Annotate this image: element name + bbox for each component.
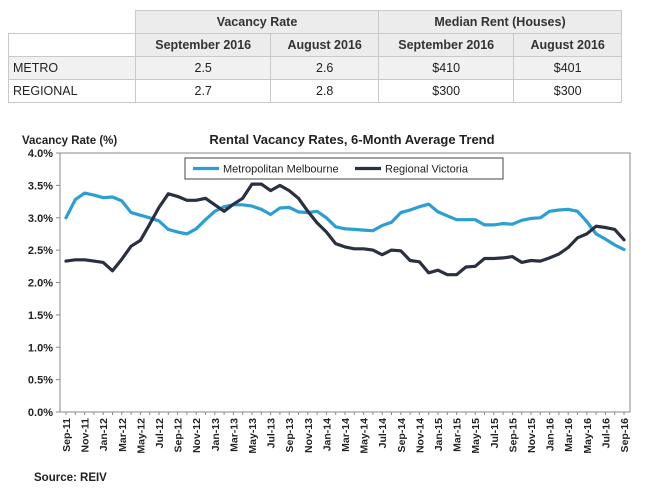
x-tick-label: May-13 xyxy=(247,418,259,454)
series-line xyxy=(64,191,626,252)
x-tick-label: Sep-16 xyxy=(619,418,631,453)
table-cell: $410 xyxy=(377,56,515,80)
y-tick-label: 3.0% xyxy=(28,213,53,225)
table-cell: 2.6 xyxy=(270,56,379,80)
y-tick-label: 2.5% xyxy=(28,245,53,257)
x-tick-label: Mar-13 xyxy=(228,418,240,452)
x-tick-label: Jul-13 xyxy=(266,418,278,449)
x-tick-label: Jul-12 xyxy=(154,418,166,449)
x-tick-label: May-14 xyxy=(359,418,371,454)
table-cell: $401 xyxy=(513,56,622,80)
y-tick-label: 3.5% xyxy=(28,180,53,192)
y-tick-label: 4.0% xyxy=(28,148,53,160)
y-tick-label: 1.0% xyxy=(28,342,53,354)
table-corner-2 xyxy=(8,33,136,57)
month-header: August 2016 xyxy=(270,33,379,57)
x-tick-label: Jan-16 xyxy=(545,418,557,451)
x-tick-label: Mar-16 xyxy=(563,418,575,452)
vacancy-rate-header: Vacancy Rate xyxy=(135,10,379,34)
row-label: REGIONAL xyxy=(8,79,136,103)
x-tick-label: Sep-11 xyxy=(61,418,73,452)
x-tick-label: Jul-14 xyxy=(377,418,389,449)
x-tick-label: Mar-12 xyxy=(117,418,129,452)
legend-label: Metropolitan Melbourne xyxy=(223,164,339,176)
x-tick-label: Jul-16 xyxy=(600,418,612,449)
x-tick-label: May-15 xyxy=(470,418,482,454)
legend: Metropolitan Melbourne Regional Victoria xyxy=(184,157,504,180)
y-tick-label: 1.5% xyxy=(28,310,53,322)
table-cell: $300 xyxy=(377,79,515,103)
table-row-metro: METRO 2.5 2.6 $410 $401 xyxy=(8,56,622,80)
plot-frame xyxy=(59,152,631,413)
x-tick-label: Mar-14 xyxy=(340,418,352,452)
x-tick-label: May-16 xyxy=(582,418,594,454)
month-header: August 2016 xyxy=(513,33,622,57)
x-tick-label: Nov-13 xyxy=(303,418,315,453)
month-header: September 2016 xyxy=(377,33,515,57)
source-note: Source: REIV xyxy=(34,472,107,484)
x-tick-label: Jan-14 xyxy=(321,418,333,451)
chart-title: Rental Vacancy Rates, 6-Month Average Tr… xyxy=(209,132,494,147)
x-tick-label: Nov-15 xyxy=(526,418,538,453)
y-tick-label: 2.0% xyxy=(28,278,53,290)
plot-area: 0.0% 0.5% 1.0% 1.5% 2.0% 2.5% 3.0% 3.5% 4.0% Sep-… xyxy=(28,148,631,454)
x-tick-label: Sep-14 xyxy=(396,418,408,453)
x-tick-label: Jul-15 xyxy=(489,418,501,449)
table-cell: 2.5 xyxy=(134,56,272,80)
x-tick-label: Jan-15 xyxy=(433,418,445,451)
y-tick-label: 0.5% xyxy=(28,375,53,387)
y-axis-label: Vacancy Rate (%) xyxy=(22,135,117,147)
x-tick-label: Sep-12 xyxy=(173,418,185,453)
vacancy-rate-chart: Rental Vacancy Rates, 6-Month Average Tr… xyxy=(22,132,631,454)
x-tick-label: Nov-12 xyxy=(191,418,203,453)
table-cell: 2.7 xyxy=(134,79,272,103)
x-tick-label: Jan-12 xyxy=(98,418,110,451)
row-label: METRO xyxy=(8,56,136,80)
x-tick-label: Nov-14 xyxy=(414,418,426,453)
x-tick-label: Mar-15 xyxy=(452,418,464,452)
x-tick-label: Jan-13 xyxy=(210,418,222,451)
y-tick-label: 0.0% xyxy=(28,407,53,419)
x-tick-label: Nov-11 xyxy=(80,418,92,453)
legend-box xyxy=(184,157,504,180)
table-row-regional: REGIONAL 2.7 2.8 $300 $300 xyxy=(8,79,622,103)
median-rent-header: Median Rent (Houses) xyxy=(377,10,623,34)
legend-label: Regional Victoria xyxy=(385,164,469,176)
table-corner xyxy=(8,10,136,34)
month-header: September 2016 xyxy=(134,33,272,57)
x-tick-label: Sep-15 xyxy=(507,418,519,453)
table-cell: 2.8 xyxy=(270,79,379,103)
x-tick-label: May-12 xyxy=(135,418,147,454)
x-tick-label: Sep-13 xyxy=(284,418,296,453)
series-line xyxy=(64,182,626,277)
summary-table: Vacancy Rate Median Rent (Houses) Septem… xyxy=(8,10,623,103)
table-cell: $300 xyxy=(513,79,622,103)
